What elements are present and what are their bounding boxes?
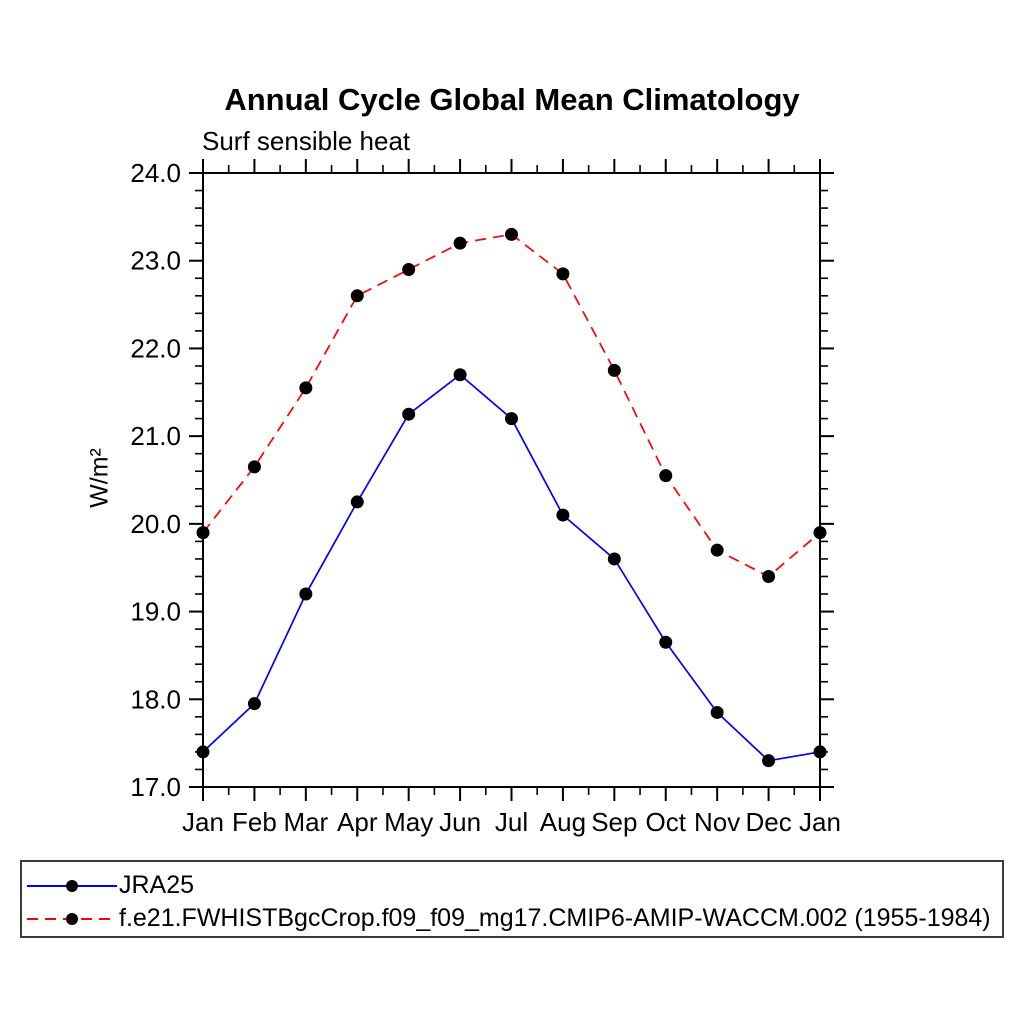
data-point-marker	[607, 363, 621, 377]
x-tick-label: Apr	[337, 807, 378, 837]
legend-marker-icon	[66, 879, 78, 892]
data-point-marker	[299, 381, 313, 395]
y-tick-label: 21.0	[130, 421, 181, 451]
data-point-marker	[299, 587, 313, 601]
y-tick-label: 19.0	[130, 597, 181, 627]
data-point-marker	[196, 745, 210, 759]
y-tick-label: 24.0	[130, 158, 181, 188]
data-point-marker	[453, 368, 467, 382]
data-point-marker	[453, 236, 467, 250]
legend-line-sample	[27, 879, 117, 892]
series-line-0	[202, 373, 821, 762]
x-tick-label: May	[384, 807, 433, 837]
x-tick-label: Feb	[232, 807, 277, 837]
x-tick-label: Sep	[591, 807, 637, 837]
data-point-marker	[196, 526, 210, 540]
axis-frame	[202, 172, 821, 788]
y-tick-label: 18.0	[130, 684, 181, 714]
data-point-marker	[247, 697, 261, 711]
data-point-marker	[813, 526, 827, 540]
data-point-marker	[402, 262, 416, 276]
legend-item-label: JRA25	[119, 871, 195, 899]
y-tick-label: 17.0	[130, 772, 181, 802]
legend-item-label: f.e21.FWHISTBgcCrop.f09_f09_mg17.CMIP6-A…	[119, 904, 991, 932]
x-tick-label: Dec	[745, 807, 791, 837]
legend-line-sample	[27, 912, 117, 925]
data-point-marker	[402, 407, 416, 421]
data-point-marker	[659, 635, 673, 649]
data-point-marker	[350, 289, 364, 303]
data-point-marker	[659, 469, 673, 483]
x-tick-label: Jan	[182, 807, 224, 837]
y-tick-label: 23.0	[130, 246, 181, 276]
data-point-marker	[813, 745, 827, 759]
data-point-marker	[556, 267, 570, 281]
data-point-marker	[710, 705, 724, 719]
x-tick-label: Oct	[646, 807, 687, 837]
x-tick-label: Nov	[694, 807, 740, 837]
x-tick-label: Aug	[540, 807, 586, 837]
y-tick-label: 22.0	[130, 333, 181, 363]
y-tick-label: 20.0	[130, 509, 181, 539]
x-tick-label: Jan	[799, 807, 841, 837]
x-tick-label: Jun	[439, 807, 481, 837]
data-point-marker	[710, 543, 724, 557]
x-tick-label: Jul	[495, 807, 528, 837]
data-point-marker	[762, 754, 776, 768]
data-point-marker	[505, 227, 518, 241]
x-tick-label: Mar	[283, 807, 328, 837]
data-point-marker	[556, 508, 570, 522]
data-point-marker	[762, 569, 776, 583]
legend-item-0: JRA25	[22, 869, 1002, 902]
chart-subtitle: Surf sensible heat	[202, 126, 411, 156]
data-point-marker	[607, 552, 621, 566]
legend-marker-icon	[66, 912, 78, 925]
series-line-1	[202, 233, 821, 578]
chart-title: Annual Cycle Global Mean Climatology	[224, 82, 800, 117]
data-point-marker	[350, 495, 364, 509]
data-point-marker	[505, 412, 518, 426]
data-point-marker	[247, 460, 261, 474]
legend-item-1: f.e21.FWHISTBgcCrop.f09_f09_mg17.CMIP6-A…	[22, 902, 1002, 935]
legend-box: JRA25 f.e21.FWHISTBgcCrop.f09_f09_mg17.CM…	[20, 860, 1004, 938]
